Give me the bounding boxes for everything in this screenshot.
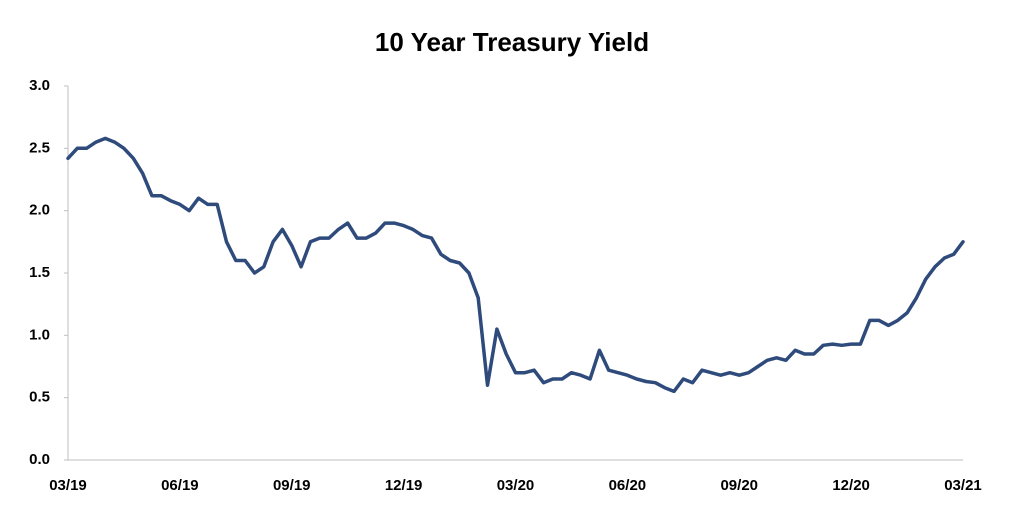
x-tick-label: 03/20 (497, 477, 535, 494)
x-tick-label: 12/20 (832, 477, 870, 494)
y-tick-label: 1.5 (29, 264, 50, 281)
x-tick-label: 12/19 (385, 477, 423, 494)
x-tick-label: 06/20 (609, 477, 647, 494)
chart-title: 10 Year Treasury Yield (375, 27, 649, 57)
line-series (66, 136, 965, 394)
x-tick-label: 03/21 (944, 477, 982, 494)
y-tick-label: 2.5 (29, 139, 50, 156)
y-tick-label: 0.5 (29, 389, 50, 406)
y-tick-label: 0.0 (29, 451, 50, 468)
x-tick-label: 09/20 (720, 477, 758, 494)
x-tick-label: 06/19 (161, 477, 199, 494)
x-tick-label: 09/19 (273, 477, 311, 494)
y-tick-label: 1.0 (29, 326, 50, 343)
x-tick-label: 03/19 (49, 477, 87, 494)
y-tick-label: 2.0 (29, 202, 50, 219)
y-tick-label: 3.0 (29, 77, 50, 94)
